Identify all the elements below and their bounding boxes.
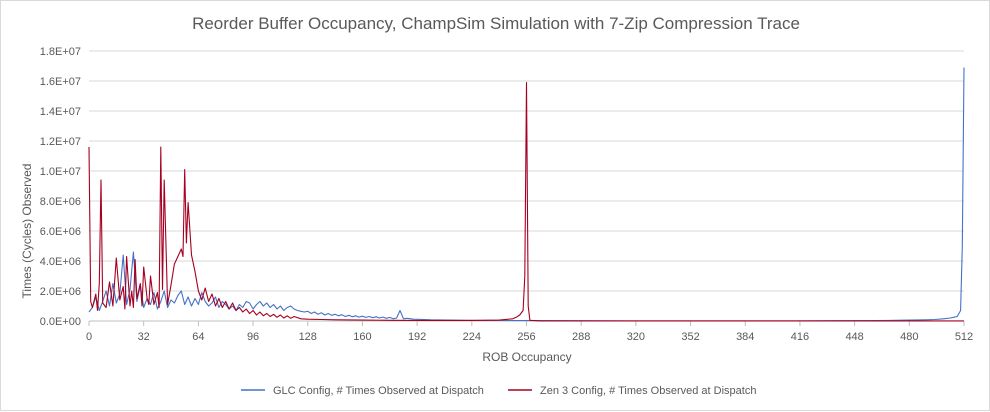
- x-tick-label: 0: [86, 331, 92, 343]
- y-axis-label: Times (Cycles) Observed: [20, 164, 34, 299]
- y-axis-ticks: 0.0E+00 2.0E+06 4.0E+06 6.0E+06 8.0E+06 1.0E+…: [40, 46, 81, 328]
- y-tick-label: 6.0E+06: [40, 226, 81, 238]
- x-tick-label: 352: [681, 331, 699, 343]
- x-tick-label: 448: [845, 331, 863, 343]
- y-tick-label: 1.6E+07: [40, 76, 81, 88]
- y-tick-label: 1.2E+07: [40, 136, 81, 148]
- x-tick-label: 160: [353, 331, 371, 343]
- legend: GLC Config, # Times Observed at Dispatch…: [241, 385, 756, 397]
- x-tick-label: 96: [247, 331, 259, 343]
- y-tick-label: 4.0E+06: [40, 256, 81, 268]
- y-tick-label: 8.0E+06: [40, 196, 81, 208]
- x-tick-label: 192: [408, 331, 426, 343]
- chart-title: Reorder Buffer Occupancy, ChampSim Simul…: [192, 14, 800, 33]
- legend-label: GLC Config, # Times Observed at Dispatch: [273, 385, 484, 397]
- y-tick-label: 2.0E+06: [40, 286, 81, 298]
- x-tick-label: 416: [791, 331, 809, 343]
- x-tick-label: 320: [627, 331, 645, 343]
- y-tick-label: 1.0E+07: [40, 166, 81, 178]
- x-tick-label: 64: [192, 331, 204, 343]
- x-tick-label: 224: [463, 331, 481, 343]
- x-tick-label: 384: [736, 331, 754, 343]
- y-tick-label: 0.0E+00: [40, 316, 81, 328]
- legend-label: Zen 3 Config, # Times Observed at Dispat…: [540, 385, 756, 397]
- x-tick-label: 512: [955, 331, 973, 343]
- x-tick-label: 288: [572, 331, 590, 343]
- x-tick-label: 256: [517, 331, 535, 343]
- x-tick-label: 128: [299, 331, 317, 343]
- y-tick-label: 1.8E+07: [40, 46, 81, 58]
- x-axis-label: ROB Occupancy: [482, 350, 571, 364]
- series-lines: [88, 67, 965, 322]
- y-tick-label: 1.4E+07: [40, 106, 81, 118]
- x-tick-label: 480: [900, 331, 918, 343]
- series-line-zen3: [88, 81, 964, 322]
- x-tick-label: 32: [138, 331, 150, 343]
- x-axis-ticks: 0 32 64 96 128 160 192 224 256 288 320 352 384 416 448…: [86, 321, 973, 343]
